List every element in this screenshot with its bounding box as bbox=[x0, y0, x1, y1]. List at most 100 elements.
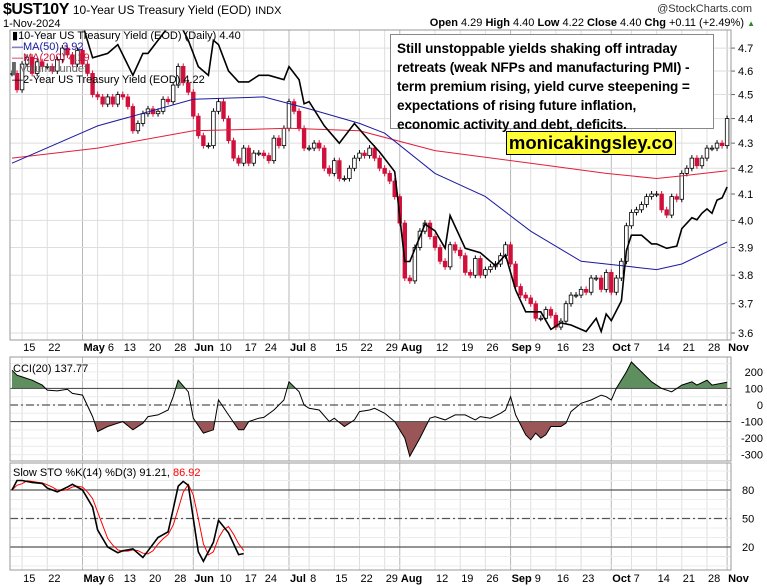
y-tick-label: -200 bbox=[741, 433, 763, 445]
candle bbox=[241, 147, 246, 164]
annotation-line: term premium rising, yield curve steepen… bbox=[397, 79, 690, 94]
candle bbox=[311, 142, 317, 149]
candle bbox=[458, 249, 463, 257]
candle bbox=[387, 172, 392, 182]
x-tick-label: 23 bbox=[582, 573, 594, 585]
x-tick-label: 15 bbox=[335, 573, 347, 585]
y-tick-label: 4.6 bbox=[738, 66, 753, 78]
candle bbox=[40, 61, 45, 67]
symbol: $UST10Y bbox=[3, 1, 69, 18]
cci-panel-border bbox=[9, 356, 732, 462]
candle bbox=[634, 209, 639, 213]
candle bbox=[518, 286, 523, 296]
candle bbox=[34, 61, 40, 74]
candle bbox=[533, 303, 538, 319]
candle bbox=[251, 152, 256, 164]
candle bbox=[568, 294, 574, 305]
candle bbox=[427, 222, 433, 237]
sto-panel bbox=[10, 479, 731, 564]
candle bbox=[281, 127, 287, 147]
annotation-line: economic activity and debt, deficits. bbox=[397, 117, 627, 132]
y-tick-label: 20 bbox=[742, 542, 754, 554]
candle bbox=[95, 94, 100, 98]
candle bbox=[437, 247, 443, 262]
y-tick-label: 50 bbox=[742, 514, 754, 526]
cci-oversold-fill bbox=[94, 422, 567, 457]
ma50-line bbox=[11, 96, 728, 271]
candle bbox=[332, 160, 337, 174]
x-tick-label: Sep bbox=[512, 573, 532, 585]
sto-k-line bbox=[11, 479, 244, 564]
x-tick-label: 21 bbox=[683, 342, 695, 354]
candle bbox=[135, 123, 141, 132]
x-tick-label: Nov bbox=[728, 342, 750, 354]
y-tick-label: 4.4 bbox=[738, 114, 753, 126]
candle bbox=[261, 152, 266, 157]
candle bbox=[125, 96, 131, 107]
annotation-line: Still unstoppable yields shaking off int… bbox=[397, 41, 678, 56]
x-tick-label: 15 bbox=[23, 342, 35, 354]
x-tick-label: 21 bbox=[683, 573, 695, 585]
candle bbox=[432, 236, 438, 248]
sto-panel-border bbox=[9, 462, 732, 571]
x-tick-label: 7 bbox=[634, 573, 640, 585]
x-tick-label: 10 bbox=[220, 573, 232, 585]
legend-ma50-label: MA(50) 3.92 bbox=[23, 41, 84, 53]
brand-link[interactable]: @StockCharts.com bbox=[657, 3, 752, 15]
candle bbox=[19, 63, 25, 91]
x-tick-label: Jun bbox=[194, 573, 214, 585]
candle bbox=[629, 212, 634, 227]
cci-line bbox=[11, 361, 728, 458]
x-tick-label: 28 bbox=[174, 342, 186, 354]
x-tick-label: 12 bbox=[436, 573, 448, 585]
candle bbox=[45, 66, 50, 68]
x-tick-label: 7 bbox=[634, 342, 640, 354]
candle bbox=[563, 303, 569, 322]
x-tick-label: 22 bbox=[48, 573, 60, 585]
x-tick-label: Sep bbox=[512, 342, 532, 354]
candle bbox=[306, 147, 312, 150]
candle bbox=[296, 110, 302, 129]
candle bbox=[70, 54, 75, 65]
close-label: Close bbox=[587, 17, 617, 29]
candle bbox=[327, 167, 332, 174]
candle bbox=[256, 152, 261, 155]
chg-value: +0.11 (+2.49%) bbox=[668, 17, 744, 29]
candle bbox=[286, 101, 292, 129]
x-tick-label: Jul bbox=[290, 342, 306, 354]
y-tick-label: 200 bbox=[745, 367, 763, 379]
candle bbox=[407, 277, 413, 282]
candle bbox=[609, 272, 614, 293]
x-tick-label: 8 bbox=[310, 342, 316, 354]
candle bbox=[201, 135, 206, 147]
candle bbox=[24, 56, 30, 65]
candle bbox=[488, 266, 493, 271]
candle bbox=[85, 63, 90, 74]
x-tick-label: Jul bbox=[290, 573, 306, 585]
x-tick-label: 26 bbox=[486, 573, 498, 585]
ohlc-readout: Open 4.29 High 4.40 Low 4.22 Close 4.40 … bbox=[430, 17, 744, 29]
legend-2y: —2-Year US Treasury Yield (EOD) 4.22 bbox=[12, 75, 205, 86]
candle bbox=[553, 314, 559, 328]
y-tick-label: 0 bbox=[757, 400, 763, 412]
candle bbox=[523, 294, 528, 299]
candle bbox=[90, 72, 95, 95]
candle bbox=[704, 147, 710, 159]
line-swatch-icon: — bbox=[12, 74, 23, 86]
annotation-line: retreats (weak NFPs and manufacturing PM… bbox=[397, 60, 690, 75]
candle bbox=[266, 155, 272, 162]
line-swatch-icon: — bbox=[12, 41, 23, 53]
candle bbox=[689, 157, 695, 169]
x-tick-label: 19 bbox=[461, 342, 473, 354]
y-tick-label: 4.2 bbox=[738, 163, 753, 175]
candle bbox=[538, 317, 543, 320]
y-tick-label: 4.5 bbox=[738, 90, 753, 102]
candle bbox=[528, 297, 533, 305]
candle bbox=[55, 59, 60, 72]
candle bbox=[614, 277, 619, 293]
candle bbox=[170, 84, 176, 103]
low-value: 4.22 bbox=[562, 17, 584, 29]
x-tick-label: 28 bbox=[174, 573, 186, 585]
candle bbox=[447, 244, 453, 268]
candle bbox=[206, 145, 211, 148]
